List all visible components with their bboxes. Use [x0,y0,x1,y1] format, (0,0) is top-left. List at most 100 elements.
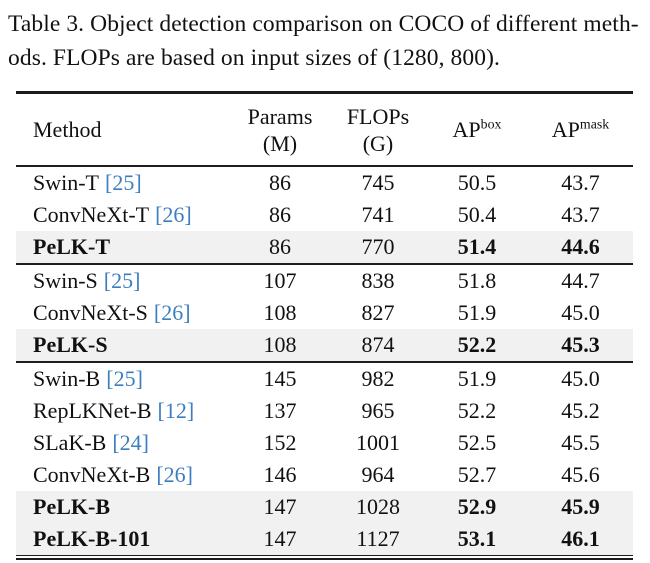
flops-cell: 770 [361,234,395,259]
flops-cell: 1127 [356,526,400,551]
ap-box-cell: 53.1 [457,526,497,551]
method-cell: ConvNeXt-T [26] [16,199,230,231]
params-cell: 86 [269,202,291,227]
method-cell: RepLKNet-B [12] [16,395,230,427]
group-base: Swin-B [25] 145 982 51.9 45.0 RepLKNet-B[… [16,362,633,555]
method-cell: Swin-T [25] [16,166,230,199]
table-row-replknet-b: RepLKNet-B [12] 137 965 52.2 45.2 [16,395,633,427]
table-row-swin-s: Swin-S [25] 107 838 51.8 44.7 [16,264,633,297]
table-row-swin-t: Swin-T [25] 86 745 50.5 43.7 [16,166,633,199]
flops-cell: 965 [361,398,395,423]
ap-box-cell: 50.4 [457,202,497,227]
table-bottom-rule [16,555,633,560]
flops-cell: 1028 [356,494,400,519]
cite-link[interactable]: [26] [156,462,193,487]
method-cell: PeLK-B-101 [16,523,230,555]
header-row: Method Params (M) FLOPs (G) APbox APmask [16,93,633,167]
method-name: ConvNeXt-B [33,462,151,487]
ap-mask-superscript: mask [579,116,610,132]
cite-link[interactable]: [24] [112,430,149,455]
cite-link[interactable]: [12] [157,398,195,423]
method-name: PeLK-B-101 [33,526,151,551]
cite-link[interactable]: [26] [153,300,191,325]
params-cell: 147 [263,494,297,519]
flops-cell: 1001 [356,430,400,455]
flops-cell: 827 [361,300,395,325]
params-cell: 152 [263,430,297,455]
method-cell: PeLK-T [16,231,230,264]
params-cell: 108 [263,332,297,357]
ap-mask-cell: 45.0 [561,300,600,325]
table-row-pelk-s: PeLK-S 108 874 52.2 45.3 [16,329,633,362]
method-cell: ConvNeXt-B [26] [16,459,230,491]
ap-mask-cell: 45.0 [561,366,600,391]
flops-cell: 982 [361,366,395,391]
method-cell: Swin-S [25] [16,264,230,297]
caption-line-1: Table 3. Object detection comparison on … [8,11,639,37]
table-row-convnext-b: ConvNeXt-B [26] 146 964 52.7 45.6 [16,459,633,491]
ap-mask-cell: 44.6 [561,234,600,259]
ap-box-cell: 52.7 [457,462,497,487]
table-row-swin-b: Swin-B [25] 145 982 51.9 45.0 [16,362,633,395]
caption-line-2: ods. FLOPs are based on input sizes of (… [8,45,501,71]
table-row-convnext-s: ConvNeXt-S [26] 108 827 51.9 45.0 [16,297,633,329]
flops-cell: 745 [361,170,395,195]
ap-mask-cell: 43.7 [561,202,600,227]
ap-mask-cell: 45.5 [561,430,600,455]
cite-link[interactable]: [25] [103,268,141,293]
ap-box-cell: 52.2 [457,398,497,423]
ap-mask-cell: 45.2 [561,398,600,423]
ap-mask-cell: 45.9 [561,494,600,519]
method-name: ConvNeXt-S [33,300,148,325]
ap-mask-cell: 46.1 [561,526,600,551]
results-table-container: Method Params (M) FLOPs (G) APbox APmask [16,91,633,560]
group-tiny: Swin-T [25] 86 745 50.5 43.7 ConvNeXt-T [2… [16,166,633,264]
method-cell: PeLK-B [16,491,230,523]
ap-box-cell: 52.9 [457,494,497,519]
ap-box-label: AP [452,116,481,142]
header-params: Params (M) [230,93,330,167]
ap-box-cell: 51.4 [457,234,497,259]
method-cell: SLaK-B [24] [16,427,230,459]
flops-cell: 874 [361,332,395,357]
flops-cell: 964 [361,462,395,487]
params-cell: 145 [263,366,297,391]
method-cell: PeLK-S [16,329,230,362]
params-cell: 146 [263,462,297,487]
ap-box-cell: 51.9 [457,366,497,391]
method-name: Swin-T [33,170,99,195]
method-name: Swin-B [33,366,101,391]
header-flops-line1: FLOPs [346,103,410,129]
params-cell: 108 [263,300,297,325]
params-cell: 86 [269,170,291,195]
flops-cell: 741 [361,202,395,227]
header-flops-line2: (G) [362,130,394,156]
group-small: Swin-S [25] 107 838 51.8 44.7 ConvNeXt-S[… [16,264,633,362]
table-row-pelk-t: PeLK-T 86 770 51.4 44.6 [16,231,633,264]
cite-link[interactable]: [25] [106,366,143,391]
table-row-pelk-b: PeLK-B 147 1028 52.9 45.9 [16,491,633,523]
ap-mask-cell: 44.7 [561,268,600,293]
method-name: Swin-S [33,268,98,293]
header-ap-mask: APmask [528,93,633,167]
table-row-pelk-b-101: PeLK-B-101 147 1127 53.1 46.1 [16,523,633,555]
method-name: RepLKNet-B [33,398,152,423]
table-header: Method Params (M) FLOPs (G) APbox APmask [16,93,633,167]
table-row-slak-b: SLaK-B [24] 152 1001 52.5 45.5 [16,427,633,459]
flops-cell: 838 [361,268,395,293]
params-cell: 137 [263,398,297,423]
cite-link[interactable]: [26] [155,202,192,227]
header-ap-box: APbox [426,93,528,167]
method-name: PeLK-S [33,332,108,357]
header-params-line1: Params [247,103,313,129]
ap-box-cell: 52.5 [457,430,497,455]
ap-mask-cell: 45.3 [561,332,600,357]
method-cell: ConvNeXt-S [26] [16,297,230,329]
header-params-line2: (M) [262,130,298,156]
cite-link[interactable]: [25] [105,170,142,195]
table-caption: Table 3. Object detection comparison on … [8,7,644,75]
ap-box-cell: 50.5 [457,170,497,195]
method-name: SLaK-B [33,430,107,455]
ap-mask-cell: 43.7 [561,170,600,195]
method-cell: Swin-B [25] [16,362,230,395]
